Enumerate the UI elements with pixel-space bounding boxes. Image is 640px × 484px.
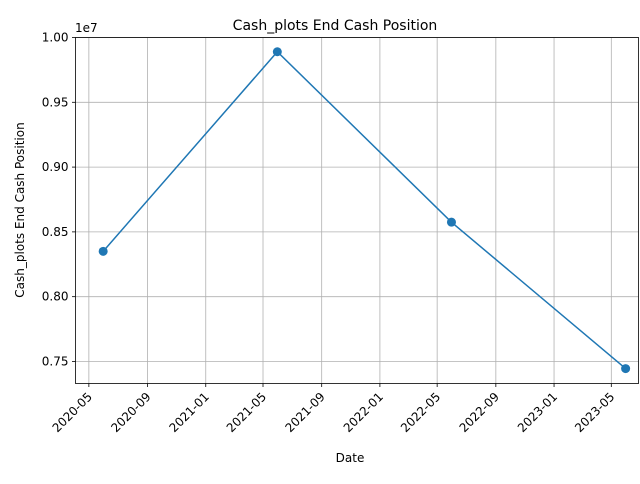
- data-point: [621, 364, 631, 374]
- data-point: [272, 47, 282, 57]
- chart-title: Cash_plots End Cash Position: [233, 18, 438, 34]
- x-tick-label: 2020-05: [50, 390, 95, 435]
- y-axis-label: Cash_plots End Cash Position: [13, 122, 27, 297]
- y-tick-label: 0.95: [42, 95, 69, 109]
- y-axis-ticks: 0.75 0.80 0.85 0.90 0.95 1.00: [42, 31, 76, 368]
- y-tick-label: 0.90: [42, 160, 69, 174]
- series-line: [102, 50, 627, 370]
- x-tick-label: 2021-01: [167, 390, 212, 435]
- x-tick-label: 2023-05: [572, 390, 617, 435]
- x-tick-label: 2022-01: [341, 390, 386, 435]
- x-tick-label: 2023-01: [515, 390, 560, 435]
- data-point: [446, 217, 456, 227]
- x-tick-label: 2022-05: [398, 390, 443, 435]
- y-tick-label: 0.80: [42, 290, 69, 304]
- y-tick-label: 0.75: [42, 354, 69, 368]
- x-tick-label: 2021-09: [282, 390, 327, 435]
- y-tick-label: 1.00: [42, 31, 69, 45]
- data-point: [98, 246, 108, 256]
- x-tick-label: 2020-09: [108, 390, 153, 435]
- series-layer: [98, 47, 631, 374]
- y-axis-offset-label: 1e7: [75, 21, 98, 35]
- grid-lines: [75, 37, 639, 384]
- x-tick-label: 2022-09: [457, 390, 502, 435]
- plot-area-frame: [75, 37, 639, 384]
- y-tick-label: 0.85: [42, 225, 69, 239]
- x-tick-label: 2021-05: [224, 390, 269, 435]
- x-axis-label: Date: [336, 451, 365, 465]
- x-axis-ticks: 2020-05 2020-09 2021-01 2021-05 2021-09 2022-…: [50, 383, 617, 435]
